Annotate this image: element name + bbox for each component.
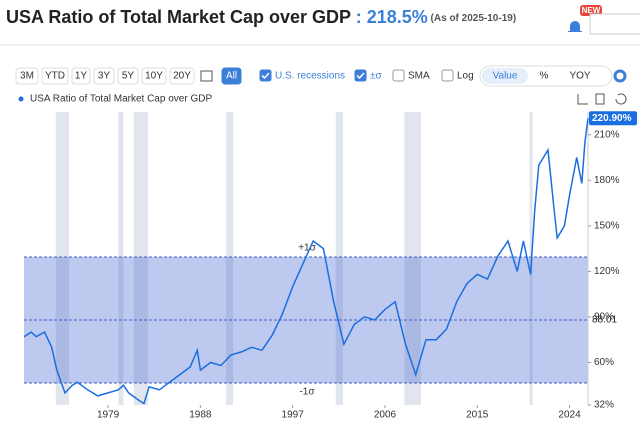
value-label: 220.90% bbox=[592, 113, 632, 124]
range-button[interactable] bbox=[41, 67, 69, 85]
as-of: (As of 2025-10-19) bbox=[428, 13, 516, 24]
range-label[interactable]: 5Y bbox=[122, 71, 135, 82]
legend-dot bbox=[18, 96, 24, 102]
range-label[interactable]: 10Y bbox=[145, 71, 163, 82]
checkbox[interactable] bbox=[354, 69, 367, 82]
series-line bbox=[23, 118, 589, 405]
mode-label[interactable]: Value bbox=[493, 71, 518, 82]
x-tick-label: 2006 bbox=[374, 410, 397, 421]
mode-selected bbox=[482, 68, 528, 84]
y-tick-label: 60% bbox=[594, 357, 614, 368]
badge-bg bbox=[580, 5, 602, 16]
x-tick-label: 1988 bbox=[189, 410, 212, 421]
x-tick-label: 1997 bbox=[282, 410, 305, 421]
option-label[interactable]: SMA bbox=[408, 71, 430, 82]
recession-band bbox=[118, 112, 124, 405]
range-label[interactable]: 3Y bbox=[98, 71, 111, 82]
calendar-icon[interactable] bbox=[200, 70, 213, 82]
range-button[interactable] bbox=[15, 67, 39, 85]
checkbox[interactable] bbox=[392, 69, 405, 82]
range-button[interactable] bbox=[141, 67, 167, 85]
checkbox[interactable] bbox=[259, 69, 272, 82]
range-button[interactable] bbox=[169, 67, 195, 85]
x-tick-label: 2015 bbox=[466, 410, 489, 421]
value-label-bg bbox=[589, 111, 637, 126]
sigma-label: -1σ bbox=[299, 387, 315, 398]
y-tick-label: 150% bbox=[594, 221, 620, 232]
checkbox[interactable] bbox=[441, 69, 454, 82]
range-button[interactable] bbox=[71, 67, 91, 85]
option-label[interactable]: Log bbox=[457, 71, 474, 82]
recession-band bbox=[133, 112, 149, 405]
search-box[interactable] bbox=[589, 13, 640, 35]
range-label[interactable]: All bbox=[226, 71, 237, 82]
current-value: : 218.5% bbox=[351, 7, 428, 27]
sigma-label: +1σ bbox=[298, 243, 316, 254]
mean-label: 88.01 bbox=[592, 315, 617, 326]
chart-tools[interactable] bbox=[577, 93, 627, 105]
title: USA Ratio of Total Market Cap over GDP bbox=[6, 7, 351, 27]
range-button[interactable] bbox=[221, 67, 242, 85]
y-tick-label: 32% bbox=[594, 400, 614, 411]
checkmark bbox=[261, 72, 270, 80]
range-label[interactable]: YTD bbox=[45, 71, 65, 82]
bell-icon[interactable] bbox=[568, 21, 582, 32]
range-button[interactable] bbox=[93, 67, 115, 85]
x-tick-label: 1979 bbox=[97, 410, 120, 421]
y-tick-label: 90% bbox=[594, 312, 614, 323]
recession-band bbox=[55, 112, 70, 405]
range-label[interactable]: 20Y bbox=[173, 71, 191, 82]
mode-label[interactable]: YOY bbox=[569, 71, 590, 82]
y-tick-label: 180% bbox=[594, 175, 620, 186]
header: USA Ratio of Total Market Cap over GDP :… bbox=[6, 7, 516, 27]
checkmark bbox=[356, 72, 365, 80]
recession-band bbox=[226, 112, 234, 405]
y-tick-label: 210% bbox=[594, 129, 620, 140]
settings-icon[interactable] bbox=[613, 69, 627, 83]
y-tick-label: 120% bbox=[594, 266, 620, 277]
recession-band bbox=[404, 112, 421, 405]
badge: NEW bbox=[582, 6, 601, 15]
range-button[interactable] bbox=[117, 67, 139, 85]
option-label[interactable]: U.S. recessions bbox=[275, 71, 345, 82]
range-label[interactable]: 1Y bbox=[75, 71, 88, 82]
x-tick-label: 2024 bbox=[558, 410, 581, 421]
legend-label: USA Ratio of Total Market Cap over GDP bbox=[30, 94, 212, 105]
mode-label[interactable]: % bbox=[540, 71, 549, 82]
recession-band bbox=[335, 112, 343, 405]
range-label[interactable]: 3M bbox=[20, 71, 34, 82]
option-label[interactable]: ±σ bbox=[370, 71, 382, 82]
